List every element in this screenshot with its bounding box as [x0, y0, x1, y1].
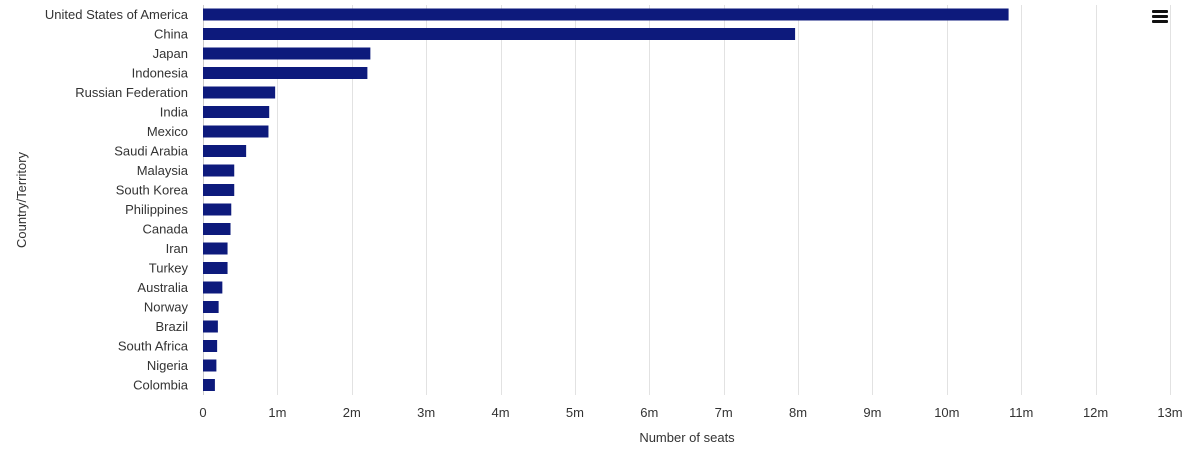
x-tick-label: 5m [566, 405, 584, 420]
bar[interactable] [203, 320, 218, 333]
bar[interactable] [203, 184, 235, 196]
bar[interactable] [203, 340, 218, 352]
x-tick-label: 2m [343, 405, 361, 420]
grid-lines [203, 5, 1171, 395]
x-tick-label: 0 [199, 405, 206, 420]
x-tick-label: 10m [934, 405, 959, 420]
category-label: Mexico [147, 124, 188, 139]
chart-menu-button[interactable] [1146, 6, 1174, 28]
x-tick-label: 3m [417, 405, 435, 420]
x-tick-label: 1m [268, 405, 286, 420]
category-label: Saudi Arabia [114, 144, 188, 159]
category-label: Nigeria [147, 358, 189, 373]
bar[interactable] [203, 242, 228, 255]
x-tick-label: 7m [715, 405, 733, 420]
category-labels: United States of America China Japan Indone… [45, 7, 189, 393]
bar[interactable] [203, 359, 217, 372]
hamburger-menu-icon [1152, 20, 1168, 23]
bars [203, 8, 1009, 391]
x-tick-label: 8m [789, 405, 807, 420]
x-tick-label: 4m [492, 405, 510, 420]
category-label: Australia [137, 280, 188, 295]
x-tick-label: 6m [640, 405, 658, 420]
category-label: Turkey [149, 261, 189, 276]
bar[interactable] [203, 8, 1009, 21]
bar[interactable] [203, 67, 368, 79]
x-tick-label: 9m [863, 405, 881, 420]
bar[interactable] [203, 164, 235, 177]
bar[interactable] [203, 301, 219, 313]
x-tick-label: 12m [1083, 405, 1108, 420]
x-axis-title: Number of seats [639, 430, 735, 445]
bar[interactable] [203, 203, 232, 216]
bar[interactable] [203, 145, 247, 157]
category-label: South Korea [116, 183, 189, 198]
bar[interactable] [203, 223, 231, 235]
bar[interactable] [203, 125, 269, 138]
bar[interactable] [203, 86, 276, 99]
bar[interactable] [203, 281, 223, 294]
category-label: Canada [142, 222, 188, 237]
category-label: Philippines [125, 202, 188, 217]
category-label: South Africa [118, 339, 189, 354]
category-label: Colombia [133, 378, 189, 393]
category-label: United States of America [45, 7, 189, 22]
category-label: China [154, 27, 189, 42]
category-label: Indonesia [132, 66, 189, 81]
bar[interactable] [203, 262, 228, 274]
category-label: Brazil [155, 319, 188, 334]
category-label: Russian Federation [75, 85, 188, 100]
category-label: Malaysia [137, 163, 189, 178]
bar[interactable] [203, 47, 371, 60]
hamburger-menu-icon [1152, 15, 1168, 18]
bar[interactable] [203, 106, 270, 118]
category-label: Japan [153, 46, 188, 61]
x-tick-labels: 0 1m 2m 3m 4m 5m 6m 7m 8m 9m 10m 11m 12m 13m [199, 405, 1182, 420]
category-label: Norway [144, 300, 189, 315]
hamburger-menu-icon [1152, 10, 1168, 13]
y-axis-title: Country/Territory [14, 151, 29, 248]
x-tick-label: 11m [1009, 405, 1033, 420]
bar[interactable] [203, 379, 215, 391]
x-tick-label: 13m [1157, 405, 1182, 420]
category-label: Iran [166, 241, 188, 256]
bar[interactable] [203, 28, 796, 40]
category-label: India [160, 105, 189, 120]
